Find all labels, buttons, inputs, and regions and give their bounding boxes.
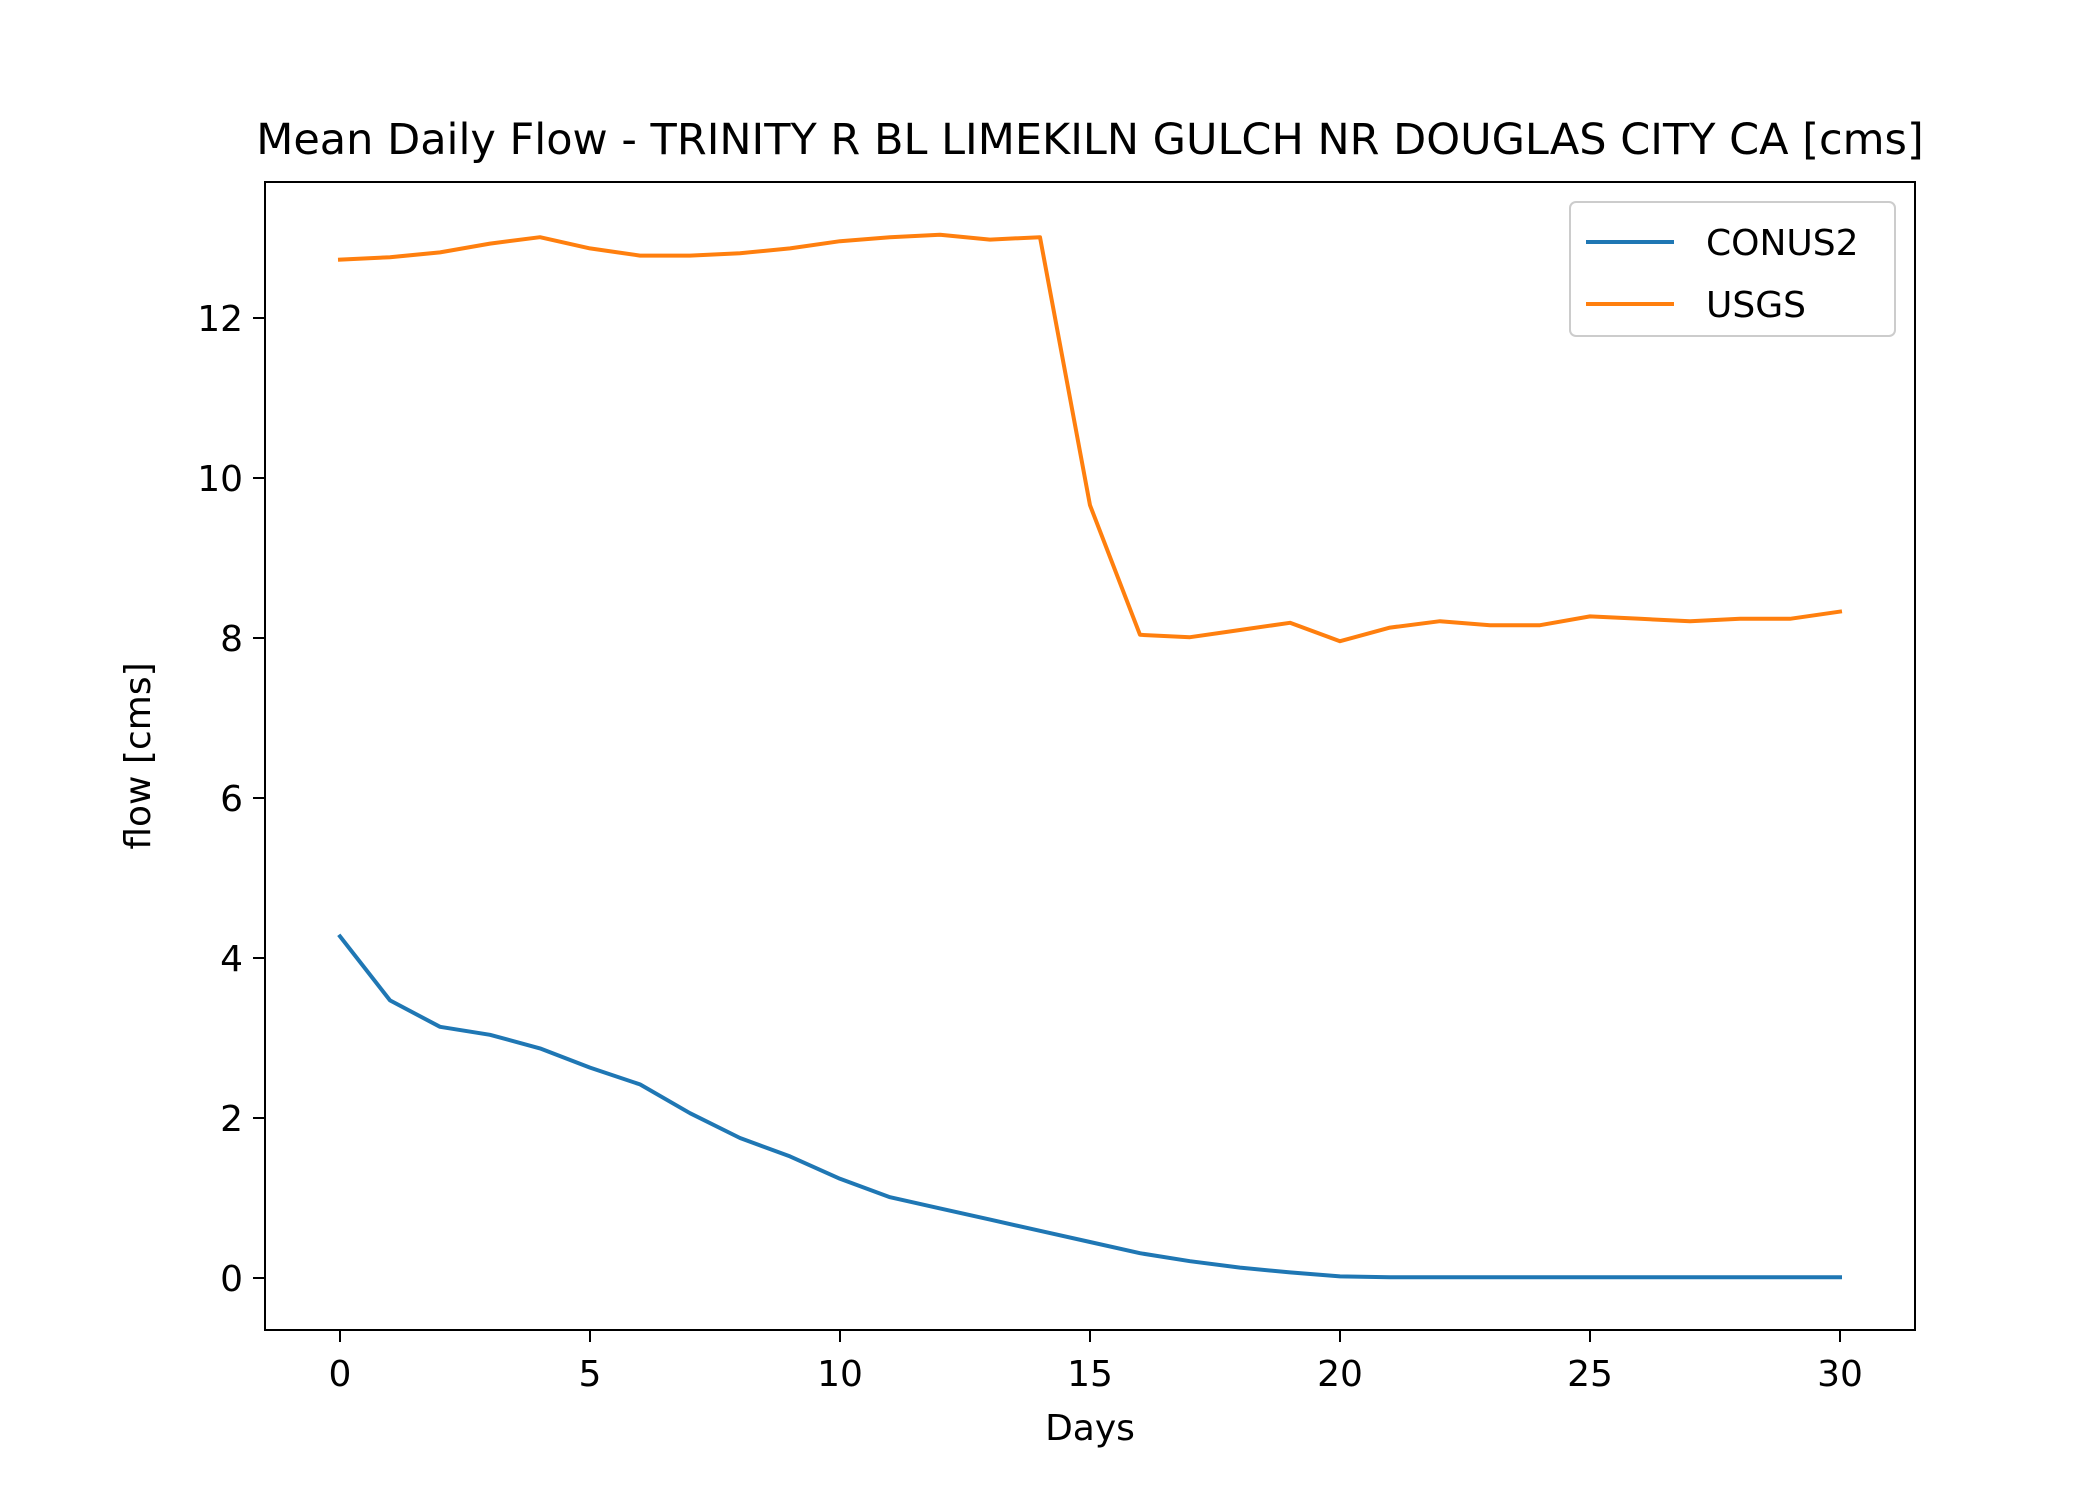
y-axis: 0 2 4 6 8 10 12 xyxy=(197,299,265,1300)
legend: CONUS2 USGS xyxy=(1569,201,1896,337)
legend-label-conus2: CONUS2 xyxy=(1706,223,1859,264)
y-tick-label: 6 xyxy=(220,779,243,820)
x-axis-label: Days xyxy=(1045,1408,1135,1449)
x-tick-label: 25 xyxy=(1567,1354,1613,1395)
y-tick-label: 10 xyxy=(197,459,243,500)
y-tick-label: 0 xyxy=(220,1259,243,1300)
x-tick-label: 10 xyxy=(817,1354,863,1395)
chart-title: Mean Daily Flow - TRINITY R BL LIMEKILN … xyxy=(256,115,1924,165)
legend-label-usgs: USGS xyxy=(1706,285,1806,326)
x-tick-label: 30 xyxy=(1817,1354,1863,1395)
x-tick-label: 15 xyxy=(1067,1354,1113,1395)
x-tick-label: 0 xyxy=(329,1354,352,1395)
x-axis: 0 5 10 15 20 25 30 xyxy=(329,1330,1863,1395)
y-tick-label: 4 xyxy=(220,939,243,980)
series-line-conus2 xyxy=(337,933,1842,1280)
plot-frame xyxy=(264,181,1916,1331)
y-tick-label: 12 xyxy=(197,299,243,340)
series-line-usgs xyxy=(337,232,1843,644)
x-tick-label: 5 xyxy=(579,1354,602,1395)
y-tick-label: 8 xyxy=(220,619,243,660)
y-axis-label: flow [cms] xyxy=(118,662,159,849)
y-tick-label: 2 xyxy=(220,1099,243,1140)
series-layer xyxy=(337,232,1843,1280)
x-tick-label: 20 xyxy=(1317,1354,1363,1395)
